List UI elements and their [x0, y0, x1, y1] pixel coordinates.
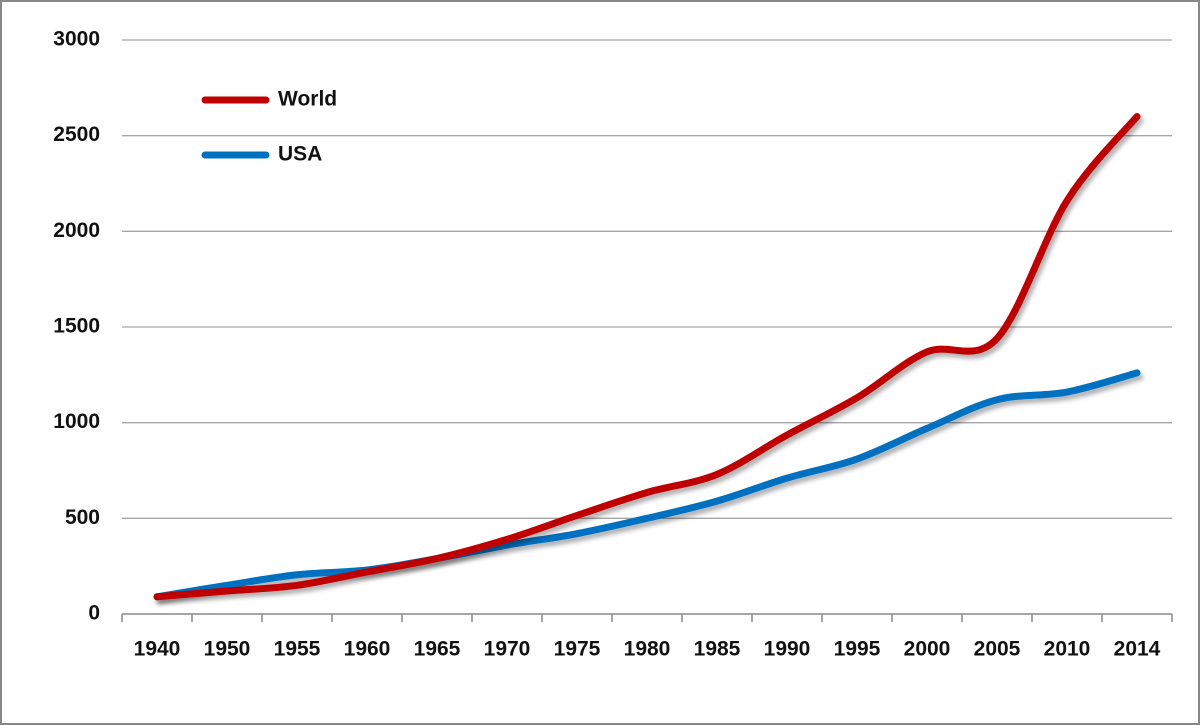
- x-tick-label: 1970: [484, 638, 531, 661]
- y-tick-label: 2000: [53, 219, 100, 242]
- x-tick-label: 1960: [344, 638, 391, 661]
- y-tick-label: 2500: [53, 123, 100, 146]
- x-tick-label: 1995: [834, 638, 881, 661]
- x-tick-label: 1965: [414, 638, 461, 661]
- series-line: [153, 113, 1141, 601]
- x-tick-label: 2000: [904, 638, 951, 661]
- x-tick-label: 1975: [554, 638, 601, 661]
- x-tick-label: 1940: [134, 638, 181, 661]
- x-tick-label: 1955: [274, 638, 321, 661]
- legend-label: World: [278, 88, 337, 111]
- x-tick-label: 2005: [974, 638, 1021, 661]
- x-tick-label: 1950: [204, 638, 251, 661]
- x-tick-label: 2010: [1044, 638, 1091, 661]
- y-tick-label: 1500: [53, 315, 100, 338]
- x-tick-label: 1985: [694, 638, 741, 661]
- y-tick-label: 1000: [53, 410, 100, 433]
- y-tick-label: 3000: [53, 28, 100, 51]
- y-tick-label: 500: [65, 506, 100, 529]
- x-tick-label: 1980: [624, 638, 671, 661]
- x-tick-label: 2014: [1114, 638, 1161, 661]
- x-tick-label: 1990: [764, 638, 811, 661]
- legend-label: USA: [278, 143, 322, 166]
- series-line: [153, 369, 1141, 601]
- y-tick-label: 0: [88, 602, 100, 625]
